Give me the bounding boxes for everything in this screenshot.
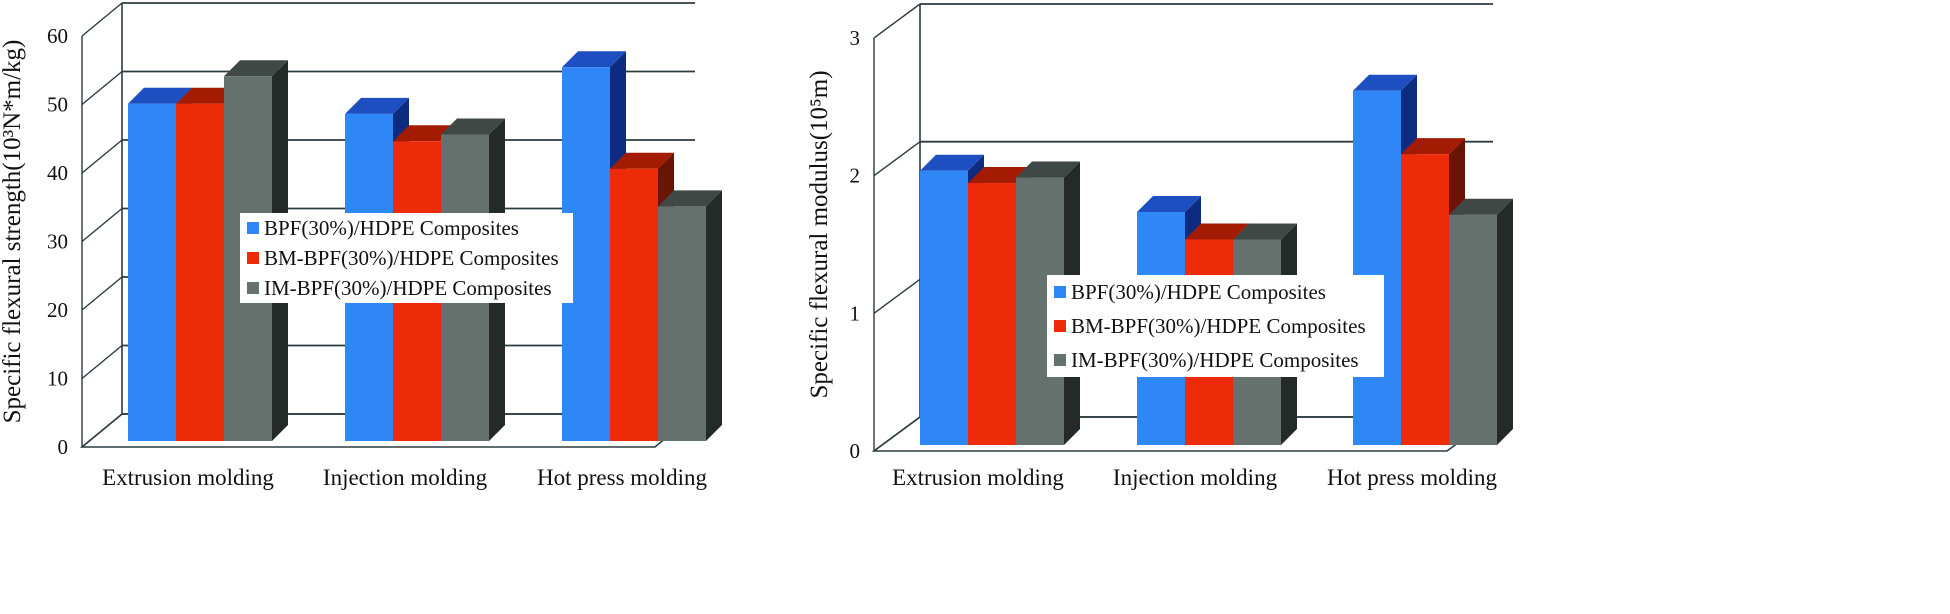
y-tick-label: 20: [47, 298, 68, 322]
legend-swatch: [1054, 320, 1066, 332]
bar-bm-bpf: [176, 103, 224, 442]
legend-swatch: [247, 282, 259, 294]
y-tick-label: 60: [47, 24, 68, 48]
x-category-label: Injection molding: [1113, 465, 1278, 490]
legend-box: [1047, 275, 1384, 377]
y-tick-label: 1: [850, 301, 861, 325]
bar-top: [1401, 138, 1465, 155]
gridline-depth: [873, 141, 921, 177]
x-category-label: Extrusion molding: [892, 465, 1064, 490]
bar-top: [345, 97, 409, 114]
y-tick-label: 0: [850, 439, 861, 463]
gridline-depth: [81, 70, 123, 106]
legend-box: [240, 213, 573, 303]
bar-bpf: [920, 170, 968, 446]
bar-bm-bpf: [1401, 154, 1449, 445]
y-tick-label: 40: [47, 161, 68, 185]
gridline-depth: [81, 207, 123, 243]
x-category-label: Extrusion molding: [102, 465, 274, 490]
x-category-label: Injection molding: [323, 465, 488, 490]
gridline-depth: [873, 3, 921, 39]
legend-swatch: [247, 222, 259, 234]
legend-label: IM-BPF(30%)/HDPE Composites: [264, 276, 552, 300]
bar-top: [1137, 196, 1201, 212]
bar-top: [1233, 223, 1297, 240]
y-tick-label: 3: [850, 26, 861, 50]
bar-top: [610, 152, 674, 169]
bar-top: [658, 190, 722, 207]
bar-top: [1353, 74, 1417, 91]
gridline-depth: [873, 278, 921, 314]
bar-bm-bpf: [610, 168, 658, 441]
gridline-depth: [81, 413, 123, 448]
bar-bpf: [128, 103, 176, 442]
y-tick-label: 30: [47, 230, 68, 254]
legend-swatch: [1054, 354, 1066, 366]
y-tick-label: 2: [850, 164, 861, 188]
bar-top: [1185, 223, 1249, 240]
bar-top: [920, 154, 984, 171]
bar-top: [562, 51, 626, 68]
x-category-label: Hot press molding: [537, 465, 707, 490]
bar-bm-bpf: [968, 183, 1016, 445]
y-tick-label: 10: [47, 367, 68, 391]
bar-bpf: [1353, 90, 1401, 445]
gridline-depth: [81, 139, 123, 174]
bar-im-bpf: [658, 206, 706, 441]
bar-top: [224, 60, 288, 77]
legend-swatch: [1054, 286, 1066, 298]
legend: BPF(30%)/HDPE Composites BM-BPF(30%)/HDPE…: [240, 213, 573, 303]
legend-label: BM-BPF(30%)/HDPE Composites: [264, 246, 559, 270]
bar-im-bpf: [1449, 214, 1497, 445]
legend: BPF(30%)/HDPE Composites BM-BPF(30%)/HDPE…: [1047, 275, 1384, 377]
legend-label: BM-BPF(30%)/HDPE Composites: [1071, 314, 1366, 338]
legend-swatch: [247, 252, 259, 264]
bar-side: [706, 190, 722, 441]
gridline-depth: [873, 416, 921, 452]
bar-top: [1016, 161, 1080, 178]
y-axis-label: Specific flexural modulus(10⁵m): [806, 70, 833, 398]
bar-top: [1449, 198, 1513, 215]
legend-label: BPF(30%)/HDPE Composites: [264, 216, 519, 240]
y-tick-label: 0: [58, 435, 69, 459]
bar-side: [1497, 198, 1513, 445]
gridline-depth: [81, 344, 123, 380]
x-category-label: Hot press molding: [1327, 465, 1497, 490]
y-tick-label: 50: [47, 93, 68, 117]
legend-label: IM-BPF(30%)/HDPE Composites: [1071, 348, 1359, 372]
flexural-strength-chart: 0 10 20 30 40 50 60 Extrusion molding Injection …: [0, 2, 722, 490]
y-axis-label: Specific flexural strength(10³N*m/kg): [0, 40, 26, 424]
bar-top: [128, 87, 192, 104]
flexural-modulus-chart: 0 1 2 3 Extrusion molding Injection molding Ho…: [806, 3, 1513, 490]
gridline-depth: [81, 2, 123, 37]
legend-label: BPF(30%)/HDPE Composites: [1071, 280, 1326, 304]
bar-top: [441, 118, 505, 135]
gridline-depth: [81, 276, 123, 311]
